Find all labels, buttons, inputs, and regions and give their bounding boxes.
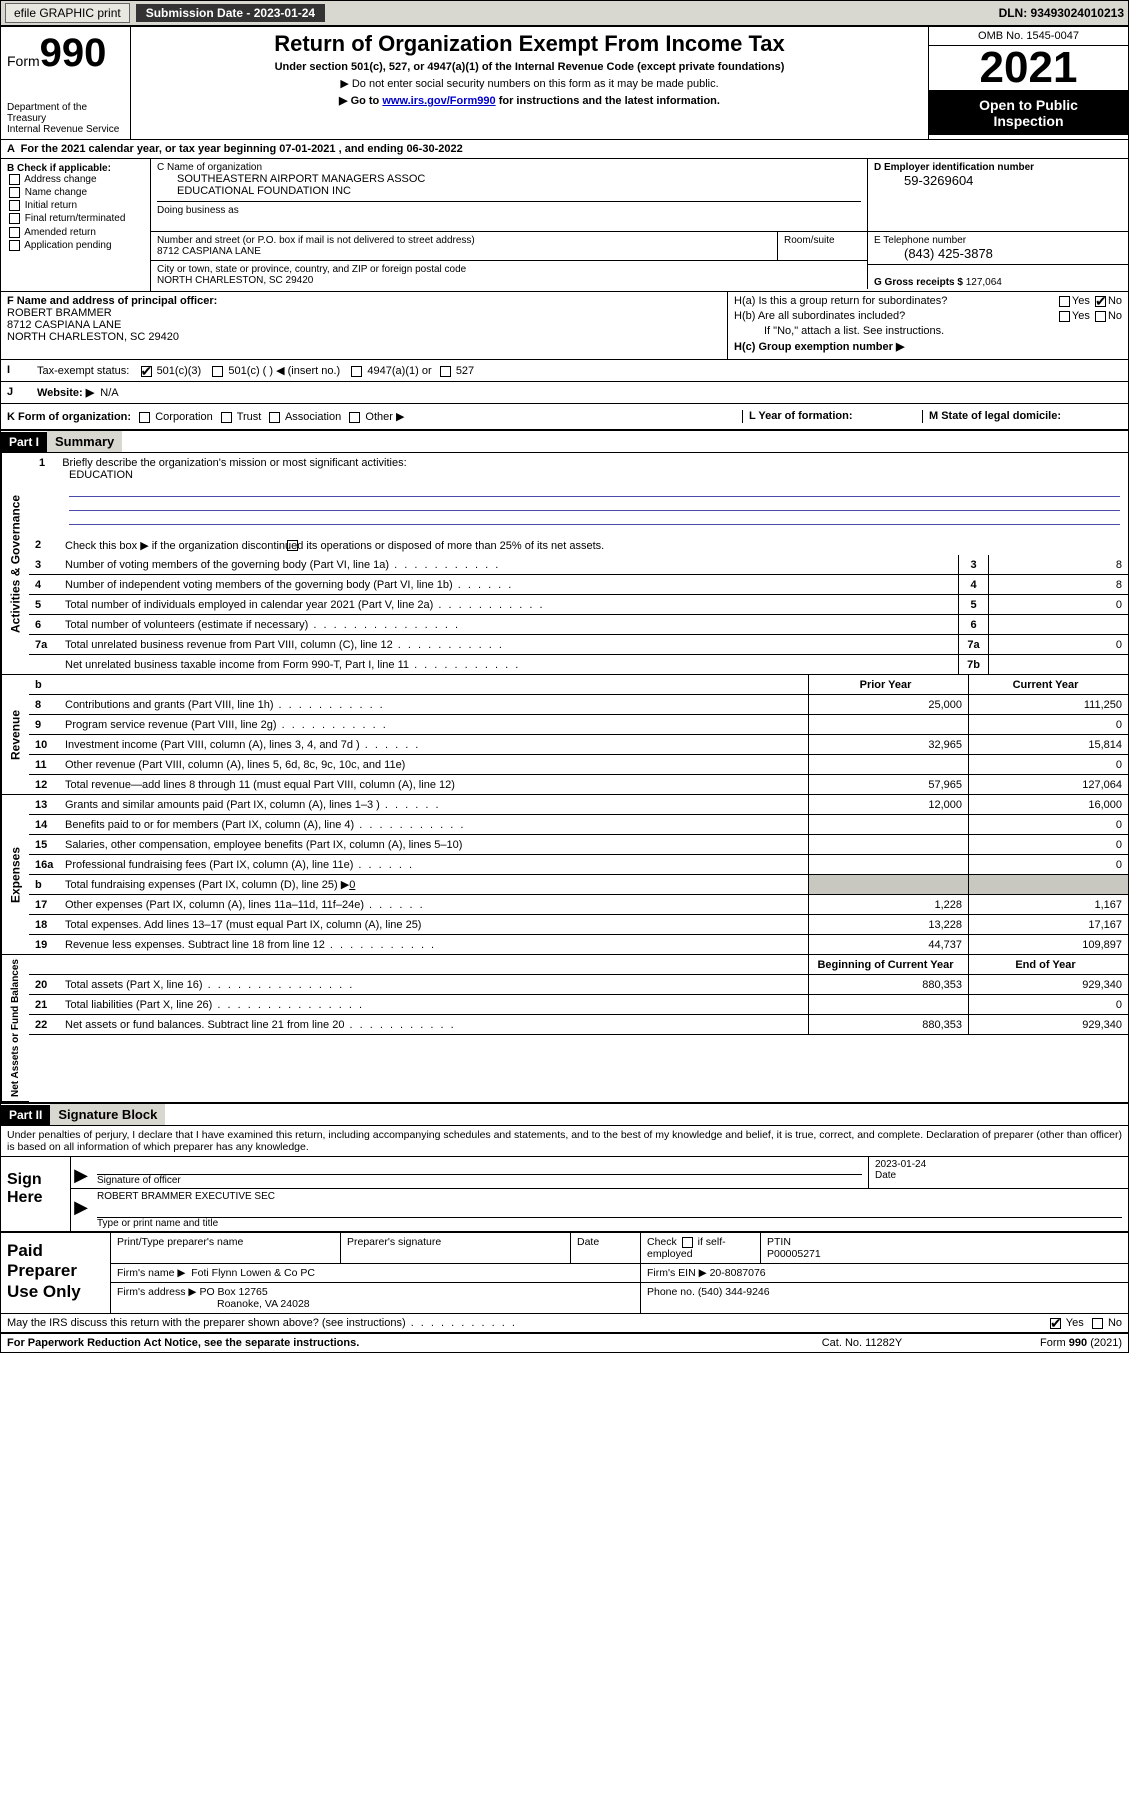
sig-date: 2023-01-24 Date <box>868 1157 1128 1188</box>
section-revenue: Revenue bPrior YearCurrent Year 8Contrib… <box>1 675 1128 795</box>
top-bar: efile GRAPHIC print Submission Date - 20… <box>0 0 1129 26</box>
chk-assoc[interactable] <box>269 412 280 423</box>
tab-expenses: Expenses <box>1 795 29 955</box>
section-expenses: Expenses 13Grants and similar amounts pa… <box>1 795 1128 955</box>
chk-corp[interactable] <box>139 412 150 423</box>
h-b: H(b) Are all subordinates included? Yes … <box>734 310 1122 322</box>
dln: DLN: 93493024010213 <box>999 6 1124 20</box>
tab-governance: Activities & Governance <box>1 453 29 675</box>
form-number: Form990 <box>7 31 124 76</box>
tab-net-assets: Net Assets or Fund Balances <box>1 955 29 1102</box>
sign-here-label: Sign Here <box>1 1157 71 1231</box>
chk-527[interactable] <box>440 366 451 377</box>
chk-final-return[interactable]: Final return/terminated <box>7 213 144 224</box>
chk-other[interactable] <box>349 412 360 423</box>
section-b: B Check if applicable: Address change Na… <box>1 159 151 291</box>
irs-link[interactable]: www.irs.gov/Form990 <box>382 95 495 107</box>
firm-name: Firm's name ▶ Foti Flynn Lowen & Co PC <box>111 1264 641 1282</box>
row-a-tax-year: A For the 2021 calendar year, or tax yea… <box>1 140 1128 159</box>
chk-amended[interactable]: Amended return <box>7 227 144 238</box>
chk-501c3[interactable] <box>141 366 152 377</box>
section-h: H(a) Is this a group return for subordin… <box>728 292 1128 359</box>
goto-link-line: ▶ Go to www.irs.gov/Form990 for instruct… <box>141 94 918 107</box>
firm-ein: Firm's EIN ▶ 20-8087076 <box>641 1264 1128 1282</box>
preparer-name-hdr: Print/Type preparer's name <box>111 1233 341 1263</box>
ptin: PTINP00005271 <box>761 1233 1128 1263</box>
ssn-warning: ▶ Do not enter social security numbers o… <box>141 77 918 90</box>
section-d-ein: D Employer identification number 59-3269… <box>868 159 1128 231</box>
form-title: Return of Organization Exempt From Incom… <box>141 31 918 57</box>
preparer-sig-hdr: Preparer's signature <box>341 1233 571 1263</box>
chk-name-change[interactable]: Name change <box>7 187 144 198</box>
officer-signature[interactable]: Signature of officer <box>91 1157 868 1188</box>
firm-phone: Phone no. (540) 344-9246 <box>641 1283 1128 1313</box>
firm-address: Firm's address ▶ PO Box 12765 Roanoke, V… <box>111 1283 641 1313</box>
section-m: M State of legal domicile: <box>922 410 1122 423</box>
block-fh: F Name and address of principal officer:… <box>1 292 1128 360</box>
submission-date: Submission Date - 2023-01-24 <box>136 4 325 22</box>
tab-revenue: Revenue <box>1 675 29 795</box>
section-g-gross: G Gross receipts $ 127,064 <box>868 265 1128 291</box>
section-net-assets: Net Assets or Fund Balances Beginning of… <box>1 955 1128 1104</box>
chk-app-pending[interactable]: Application pending <box>7 240 144 251</box>
section-l: L Year of formation: <box>742 410 922 423</box>
arrow-icon: ▶ <box>71 1157 91 1188</box>
chk-discuss-no[interactable] <box>1092 1318 1103 1329</box>
signature-block: Under penalties of perjury, I declare th… <box>1 1126 1128 1233</box>
arrow-icon: ▶ <box>71 1189 91 1231</box>
row-i: I Tax-exempt status: 501(c)(3) 501(c) ( … <box>1 360 1128 382</box>
chk-address-change[interactable]: Address change <box>7 174 144 185</box>
h-a: H(a) Is this a group return for subordin… <box>734 295 1122 307</box>
part-i-header: Part ISummary <box>1 431 1128 453</box>
room-suite: Room/suite <box>778 232 868 261</box>
h-c: H(c) Group exemption number ▶ <box>734 340 1122 353</box>
tax-year: 2021 <box>929 46 1128 91</box>
chk-discuss-yes[interactable] <box>1050 1318 1061 1329</box>
chk-trust[interactable] <box>221 412 232 423</box>
chk-501c[interactable] <box>212 366 223 377</box>
form-header: Form990 Department of the Treasury Inter… <box>1 27 1128 140</box>
preparer-date-hdr: Date <box>571 1233 641 1263</box>
paid-preparer: Paid Preparer Use Only Print/Type prepar… <box>1 1233 1128 1314</box>
footer: For Paperwork Reduction Act Notice, see … <box>1 1334 1128 1352</box>
h-note: If "No," attach a list. See instructions… <box>734 325 1122 337</box>
officer-name: ROBERT BRAMMER EXECUTIVE SEC Type or pri… <box>91 1189 1128 1231</box>
section-c-name: C Name of organization SOUTHEASTERN AIRP… <box>151 159 868 231</box>
part-ii-header: Part IISignature Block <box>1 1104 1128 1126</box>
line-1-mission: 1 Briefly describe the organization's mi… <box>29 453 1128 483</box>
section-governance: Activities & Governance 1 Briefly descri… <box>1 453 1128 675</box>
section-f-officer: F Name and address of principal officer:… <box>1 292 728 359</box>
block-bcd: B Check if applicable: Address change Na… <box>1 159 1128 292</box>
chk-discontinued[interactable] <box>287 540 298 551</box>
section-c-street: Number and street (or P.O. box if mail i… <box>151 232 778 261</box>
chk-4947[interactable] <box>351 366 362 377</box>
form-990: Form990 Department of the Treasury Inter… <box>0 26 1129 1353</box>
open-public: Open to PublicInspection <box>929 91 1128 135</box>
irs-label: Internal Revenue Service <box>7 124 124 135</box>
row-klm: K Form of organization: Corporation Trus… <box>1 404 1128 431</box>
row-j: J Website: ▶ N/A <box>1 382 1128 404</box>
dept-treasury: Department of the Treasury <box>7 102 124 124</box>
self-employed-chk[interactable]: Check if self-employed <box>641 1233 761 1263</box>
paid-preparer-label: Paid Preparer Use Only <box>1 1233 111 1313</box>
section-c-city: City or town, state or province, country… <box>151 261 868 289</box>
chk-initial-return[interactable]: Initial return <box>7 200 144 211</box>
perjury-declaration: Under penalties of perjury, I declare th… <box>1 1126 1128 1157</box>
discuss-row: May the IRS discuss this return with the… <box>1 1314 1128 1334</box>
section-e-phone: E Telephone number (843) 425-3878 <box>868 232 1128 265</box>
form-subtitle: Under section 501(c), 527, or 4947(a)(1)… <box>141 61 918 73</box>
efile-button[interactable]: efile GRAPHIC print <box>5 3 130 23</box>
